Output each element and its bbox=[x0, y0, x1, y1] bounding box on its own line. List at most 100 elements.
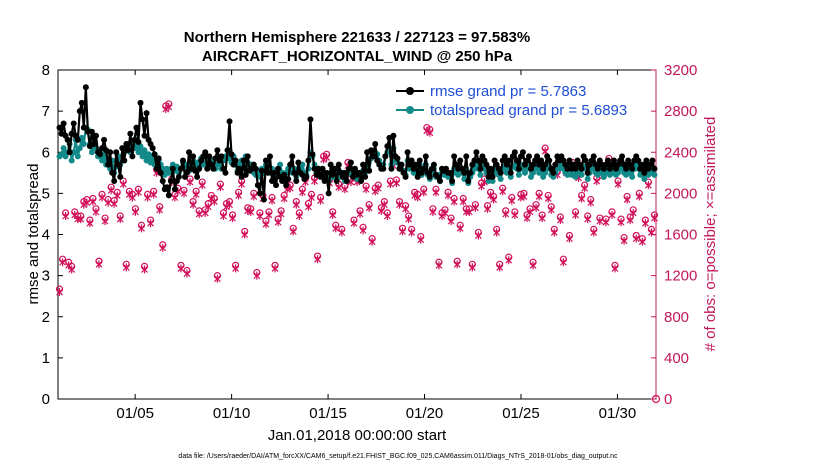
obs-assimilated-point bbox=[368, 237, 376, 246]
x-tick-label: 01/15 bbox=[309, 405, 347, 422]
x-tick-label: 01/25 bbox=[502, 405, 540, 422]
y-left-tick-label: 3 bbox=[42, 268, 50, 285]
rmse-point bbox=[117, 173, 124, 180]
rmse-point bbox=[285, 175, 292, 182]
rmse-point bbox=[97, 151, 104, 158]
rmse-point bbox=[218, 153, 225, 160]
rmse-point bbox=[382, 153, 389, 160]
rmse-point bbox=[483, 161, 490, 168]
rmse-point bbox=[412, 161, 419, 168]
rmse-point bbox=[538, 157, 545, 164]
rmse-point bbox=[402, 173, 409, 180]
footer-datafile: data file: /Users/raeder/DAI/ATM_forcXX/… bbox=[178, 453, 618, 460]
obs-assimilated-point bbox=[274, 218, 282, 227]
obs-assimilated-point bbox=[144, 193, 151, 202]
rmse-point bbox=[184, 169, 191, 176]
rmse-point bbox=[641, 169, 648, 176]
obs-assimilated-point bbox=[635, 192, 643, 201]
rmse-point bbox=[629, 165, 636, 172]
obs-assimilated-point bbox=[547, 205, 555, 214]
obs-assimilated-point bbox=[532, 203, 540, 212]
rmse-point bbox=[333, 178, 340, 185]
obs-assimilated-point bbox=[62, 211, 70, 220]
y-axis-label-right: # of obs: o=possible; ×=assimilated bbox=[702, 117, 719, 352]
rmse-point bbox=[380, 165, 387, 172]
x-tick-label: 01/05 bbox=[116, 405, 154, 422]
obs-assimilated-point bbox=[578, 194, 586, 203]
legend-marker-rmse bbox=[406, 87, 414, 95]
totalspread-point bbox=[497, 175, 504, 182]
totalspread-point bbox=[507, 173, 514, 180]
rmse-point bbox=[196, 165, 203, 172]
obs-assimilated-point bbox=[420, 188, 428, 197]
obs-assimilated-point bbox=[617, 218, 625, 227]
rmse-point bbox=[186, 149, 193, 156]
obs-assimilated-point bbox=[314, 255, 321, 264]
y-right-tick-label: 2000 bbox=[664, 185, 697, 202]
obs-assimilated-point bbox=[216, 183, 224, 192]
obs-assimilated-point bbox=[183, 269, 191, 278]
obs-assimilated-point bbox=[101, 217, 109, 226]
rmse-point bbox=[511, 149, 518, 156]
rmse-point bbox=[358, 178, 365, 185]
rmse-point bbox=[281, 171, 288, 178]
obs-assimilated-point bbox=[317, 196, 325, 205]
rmse-point bbox=[422, 153, 429, 160]
obs-assimilated-point bbox=[365, 203, 373, 212]
x-axis: 01/05 01/10 01/15 01/20 01/25 01/30 bbox=[116, 70, 636, 422]
rmse-point bbox=[327, 161, 334, 168]
rmse-point bbox=[416, 157, 423, 164]
obs-assimilated-point bbox=[447, 217, 455, 226]
obs-assimilated-point bbox=[499, 187, 507, 196]
obs-assimilated-point bbox=[256, 211, 264, 220]
obs-assimilated-point bbox=[632, 234, 640, 243]
rmse-point bbox=[179, 157, 186, 164]
obs-assimilated-point bbox=[559, 258, 567, 267]
obs-assimilated-point bbox=[620, 236, 628, 245]
rmse-point bbox=[121, 157, 128, 164]
obs-assimilated-point bbox=[408, 228, 416, 237]
rmse-point bbox=[111, 178, 118, 185]
rmse-point bbox=[206, 153, 213, 160]
rmse-point bbox=[619, 153, 626, 160]
rmse-point bbox=[436, 178, 443, 185]
rmse-point bbox=[463, 153, 470, 160]
rmse-point bbox=[194, 173, 201, 180]
obs-assimilated-point bbox=[292, 200, 300, 209]
obs-assimilated-point bbox=[71, 210, 79, 219]
obs-assimilated-point bbox=[411, 191, 419, 200]
rmse-point bbox=[457, 157, 464, 164]
rmse-point bbox=[149, 145, 156, 152]
rmse-point bbox=[477, 165, 484, 172]
obs-assimilated-point bbox=[602, 218, 610, 227]
rmse-point bbox=[582, 157, 589, 164]
rmse-point bbox=[649, 157, 656, 164]
rmse-point bbox=[321, 178, 328, 185]
rmse-point bbox=[80, 124, 87, 131]
obs-assimilated-point bbox=[268, 196, 276, 205]
obs-assimilated-point bbox=[56, 288, 63, 297]
rmse-point bbox=[331, 165, 338, 172]
rmse-point bbox=[404, 149, 411, 156]
obs-assimilated-point bbox=[332, 224, 340, 233]
obs-assimilated-point bbox=[189, 200, 197, 209]
rmse-point bbox=[236, 165, 243, 172]
rmse-point bbox=[262, 157, 269, 164]
obs-assimilated-point bbox=[405, 215, 413, 224]
rmse-point bbox=[82, 84, 89, 91]
obs-assimilated-point bbox=[444, 191, 452, 200]
rmse-point bbox=[74, 136, 81, 143]
rmse-point bbox=[489, 173, 496, 180]
rmse-point bbox=[635, 157, 642, 164]
totalspread-point bbox=[99, 157, 106, 164]
x-tick-label: 01/30 bbox=[599, 405, 637, 422]
obs-assimilated-point bbox=[432, 188, 440, 197]
rmse-point bbox=[487, 165, 494, 172]
obs-assimilated-point bbox=[511, 210, 519, 219]
rmse-point bbox=[129, 153, 136, 160]
rmse-point bbox=[519, 149, 526, 156]
rmse-point bbox=[513, 157, 520, 164]
obs-assimilated-point bbox=[544, 194, 552, 203]
rmse-point bbox=[651, 165, 658, 172]
